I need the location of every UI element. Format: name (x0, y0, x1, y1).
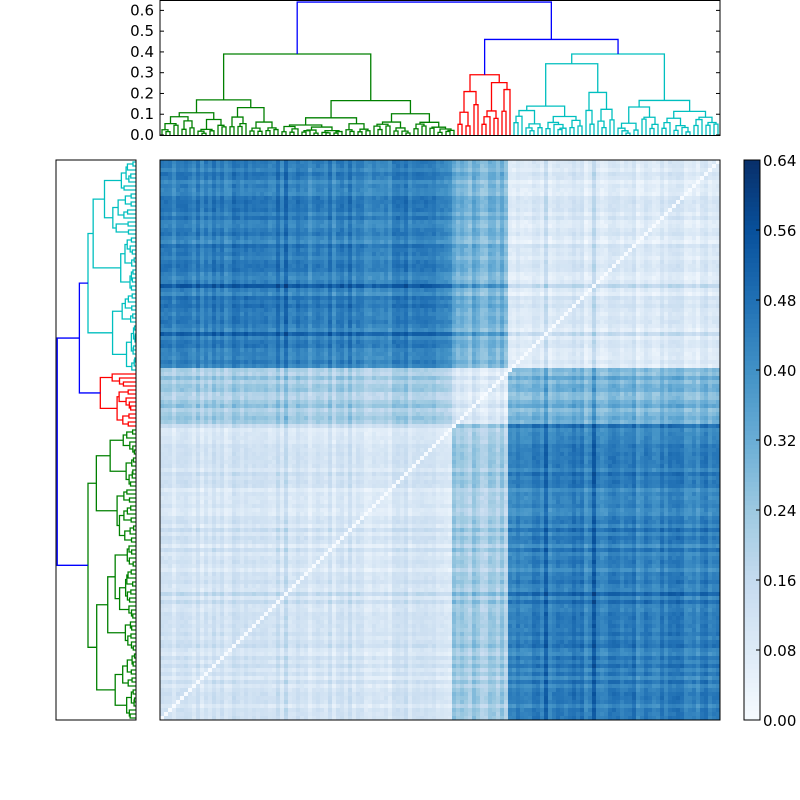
top-dendrogram-y-tick-label: 0.2 (130, 84, 154, 102)
top-dendrogram (159, 0, 721, 136)
top-dendrogram-y-tick-label: 0.0 (130, 126, 154, 144)
top-dendrogram-y-tick-label: 0.3 (130, 64, 154, 82)
colorbar-tick-label: 0.64 (763, 152, 796, 170)
top-dendrogram-cluster-red (457, 74, 511, 135)
colorbar-tick-label: 0.56 (763, 222, 796, 240)
distance-heatmap (159, 159, 721, 721)
top-dendrogram-cluster-cyan (513, 53, 719, 135)
colorbar-tick-label: 0.40 (763, 362, 796, 380)
colorbar-tick-label: 0.08 (763, 642, 796, 660)
colorbar-axis: 0.00 0.08 0.16 0.24 0.32 0.40 0.48 0.56 0.64 (756, 152, 796, 730)
left-dendrogram-root-links (56, 282, 101, 566)
colorbar-tick-label: 0.32 (763, 432, 796, 450)
top-dendrogram-cluster-green (161, 53, 455, 135)
top-dendrogram-y-axis: 0.0 0.1 0.2 0.3 0.4 0.5 0.6 (130, 1, 720, 144)
top-dendrogram-frame (159, 0, 721, 136)
colorbar (743, 159, 761, 721)
left-dendrogram-cluster-red (99, 373, 136, 427)
left-dendrogram-frame (55, 159, 137, 721)
left-dendrogram-cluster-green (87, 429, 136, 719)
colorbar-tick-label: 0.00 (763, 712, 796, 730)
left-dendrogram (55, 159, 137, 721)
colorbar-tick-label: 0.24 (763, 502, 796, 520)
left-dendrogram-cluster-cyan (87, 161, 136, 371)
top-dendrogram-y-tick-label: 0.6 (130, 1, 154, 19)
top-dendrogram-y-tick-label: 0.5 (130, 22, 154, 40)
colorbar-tick-label: 0.48 (763, 292, 796, 310)
colorbar-tick-label: 0.16 (763, 572, 796, 590)
top-dendrogram-root-links (296, 1, 619, 75)
top-dendrogram-y-tick-label: 0.4 (130, 43, 154, 61)
heatmap-frame (159, 159, 721, 721)
top-dendrogram-y-tick-label: 0.1 (130, 105, 154, 123)
